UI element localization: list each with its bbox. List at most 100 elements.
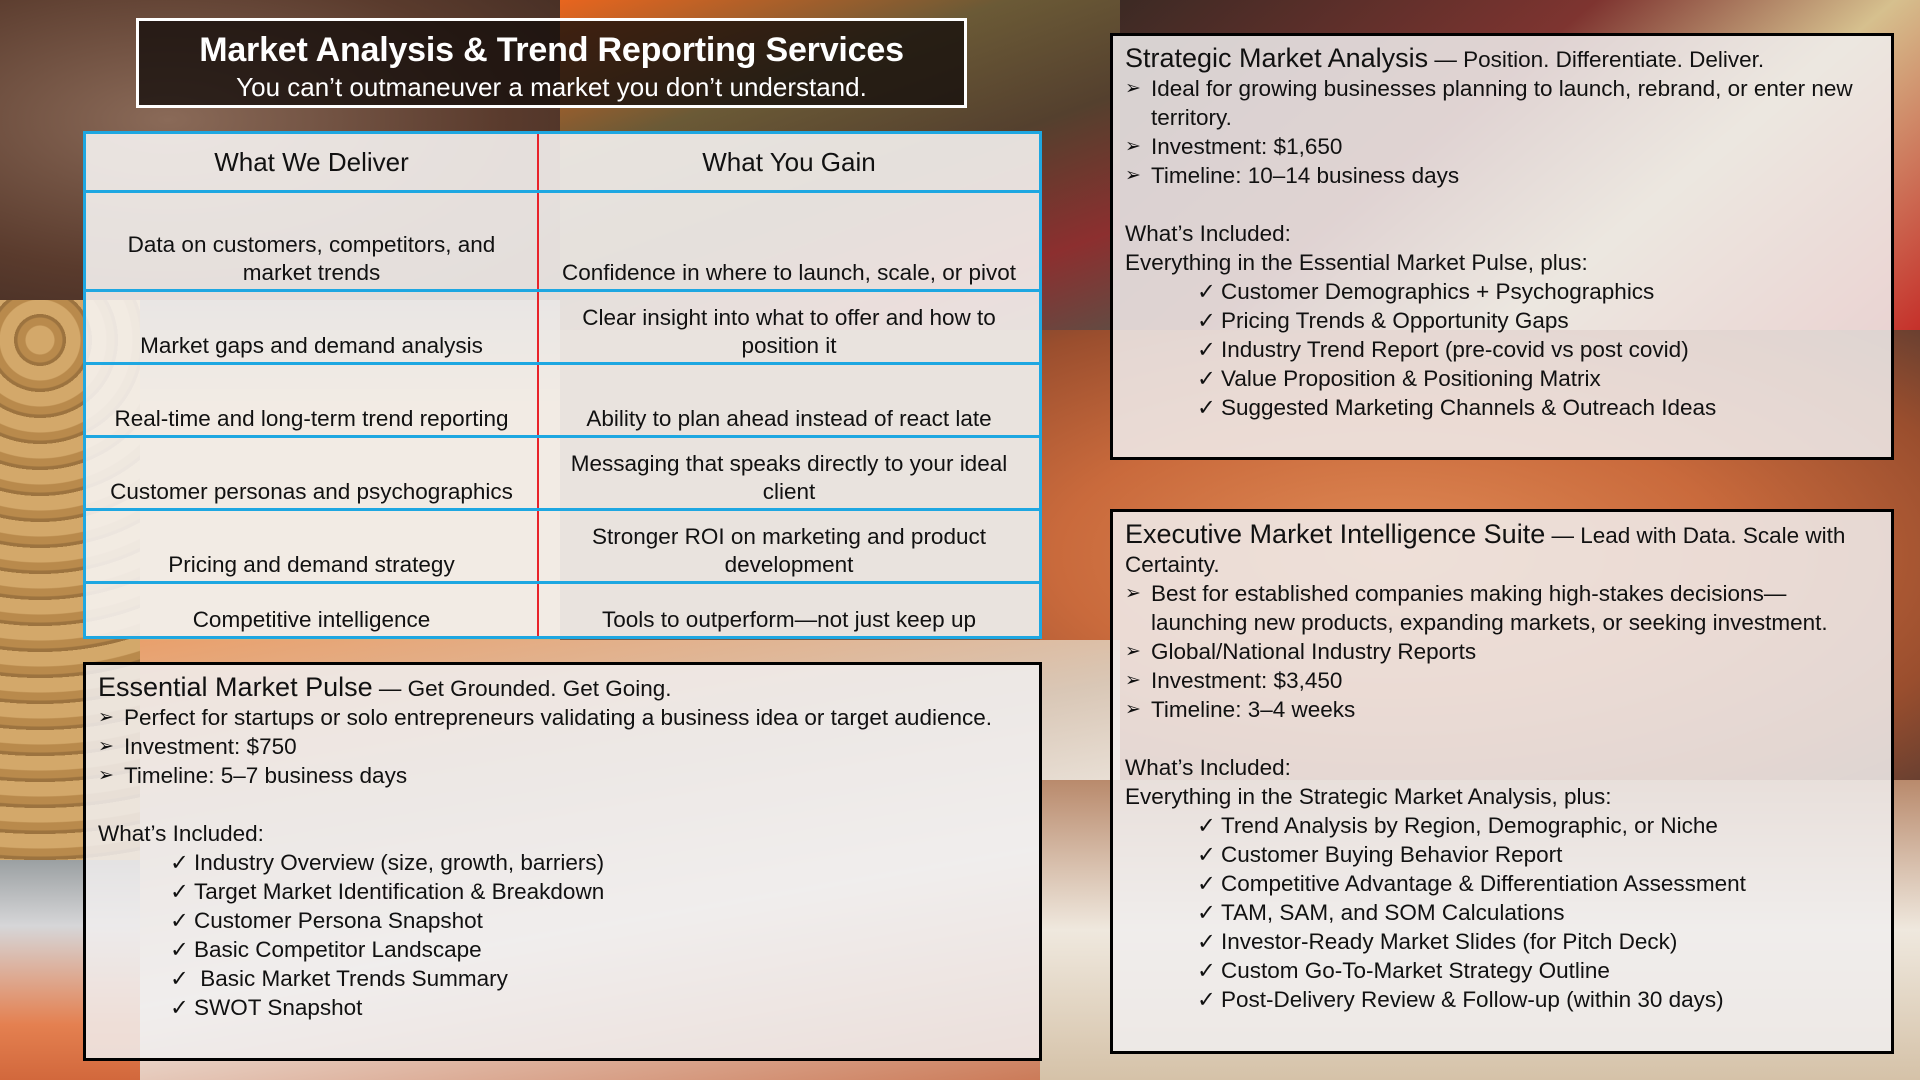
arrow-bullet-icon: ➢ <box>1125 165 1141 186</box>
check-icon: ✓ <box>170 879 189 904</box>
timeline-text: Timeline: 3–4 weeks <box>1151 697 1356 722</box>
included-item: ✓ Industry Trend Report (pre-covid vs pos… <box>1125 335 1879 364</box>
included-item: ✓ SWOT Snapshot <box>98 993 1027 1022</box>
bullet-item: ➢ Global/National Industry Reports <box>1125 637 1879 666</box>
investment-text: Investment: $750 <box>124 734 297 759</box>
page-title: Market Analysis & Trend Reporting Servic… <box>199 31 904 69</box>
included-text: Trend Analysis by Region, Demographic, o… <box>1221 813 1718 838</box>
included-item: ✓ Investor-Ready Market Slides (for Pitch… <box>1125 927 1879 956</box>
arrow-bullet-icon: ➢ <box>1125 136 1141 157</box>
timeline-text: Timeline: 5–7 business days <box>124 763 408 788</box>
included-item: ✓ Competitive Advantage & Differentiation… <box>1125 869 1879 898</box>
investment-text: Investment: $1,650 <box>1151 134 1343 159</box>
check-icon: ✓ <box>170 850 189 875</box>
included-item: ✓ Industry Overview (size, growth, barrie… <box>98 848 1027 877</box>
gain-cell: Messaging that speaks directly to your i… <box>537 435 1042 511</box>
gain-cell: Tools to outperform—not just keep up <box>537 581 1042 639</box>
spacer <box>1125 190 1879 219</box>
check-icon: ✓ <box>1197 987 1216 1012</box>
included-item: ✓ Basic Competitor Landscape <box>98 935 1027 964</box>
bullet-item: ➢ Ideal for growing businesses planning … <box>1125 74 1879 132</box>
bullet-text: Best for established companies making hi… <box>1151 581 1828 635</box>
arrow-bullet-icon: ➢ <box>1125 78 1141 99</box>
arrow-bullet-icon: ➢ <box>1125 670 1141 691</box>
package-name: Essential Market Pulse <box>98 672 373 702</box>
check-icon: ✓ <box>1197 871 1216 896</box>
gain-cell: Clear insight into what to offer and how… <box>537 289 1042 365</box>
included-item: ✓ Post-Delivery Review & Follow-up (withi… <box>1125 985 1879 1014</box>
table-row: Market gaps and demand analysis Clear in… <box>83 289 1042 365</box>
included-item: ✓ Suggested Marketing Channels & Outreach… <box>1125 393 1879 422</box>
package-heading: Strategic Market Analysis — Position. Di… <box>1125 44 1879 74</box>
bullet-item: ➢ Timeline: 5–7 business days <box>98 761 1027 790</box>
package-name: Strategic Market Analysis <box>1125 43 1429 73</box>
bullet-text: Global/National Industry Reports <box>1151 639 1477 664</box>
table-row: Customer personas and psychographics Mes… <box>83 435 1042 511</box>
included-item: ✓ Pricing Trends & Opportunity Gaps <box>1125 306 1879 335</box>
included-item: ✓ Customer Persona Snapshot <box>98 906 1027 935</box>
gain-cell: Ability to plan ahead instead of react l… <box>537 362 1042 438</box>
included-text: Basic Market Trends Summary <box>194 966 508 991</box>
included-label: What’s Included: <box>98 821 264 846</box>
bullet-text: Ideal for growing businesses planning to… <box>1151 76 1853 130</box>
included-text: Suggested Marketing Channels & Outreach … <box>1221 395 1717 420</box>
included-item: ✓ Trend Analysis by Region, Demographic, … <box>1125 811 1879 840</box>
check-icon: ✓ <box>1197 929 1216 954</box>
check-icon: ✓ <box>1197 813 1216 838</box>
included-text: Industry Overview (size, growth, barrier… <box>194 850 605 875</box>
table-row: Data on customers, competitors, and mark… <box>83 190 1042 292</box>
check-icon: ✓ <box>170 966 189 991</box>
included-text: Competitive Advantage & Differentiation … <box>1221 871 1746 896</box>
included-text: Target Market Identification & Breakdown <box>194 879 605 904</box>
bullet-item: ➢ Perfect for startups or solo entrepren… <box>98 703 1027 732</box>
spacer <box>1125 724 1879 753</box>
table-row: Real-time and long-term trend reporting … <box>83 362 1042 438</box>
included-text: Custom Go-To-Market Strategy Outline <box>1221 958 1610 983</box>
spacer <box>98 790 1027 819</box>
included-item: ✓ Customer Demographics + Psychographics <box>1125 277 1879 306</box>
check-icon: ✓ <box>1197 842 1216 867</box>
included-text: Post-Delivery Review & Follow-up (within… <box>1221 987 1724 1012</box>
arrow-bullet-icon: ➢ <box>98 765 114 786</box>
check-icon: ✓ <box>1197 337 1216 362</box>
deliver-cell: Real-time and long-term trend reporting <box>83 362 539 438</box>
bullet-item: ➢ Investment: $3,450 <box>1125 666 1879 695</box>
column-header-deliver: What We Deliver <box>83 131 539 193</box>
included-text: Pricing Trends & Opportunity Gaps <box>1221 308 1569 333</box>
bullet-text: Perfect for startups or solo entrepreneu… <box>124 705 992 730</box>
table-row: Pricing and demand strategy Stronger ROI… <box>83 508 1042 584</box>
included-item: ✓ Value Proposition & Positioning Matrix <box>1125 364 1879 393</box>
deliver-cell: Data on customers, competitors, and mark… <box>83 190 539 292</box>
bullet-item: ➢ Timeline: 3–4 weeks <box>1125 695 1879 724</box>
included-label: What’s Included: <box>1125 755 1291 780</box>
arrow-bullet-icon: ➢ <box>1125 699 1141 720</box>
deliver-cell: Competitive intelligence <box>83 581 539 639</box>
bullet-item: ➢ Timeline: 10–14 business days <box>1125 161 1879 190</box>
included-text: SWOT Snapshot <box>194 995 363 1020</box>
check-icon: ✓ <box>1197 279 1216 304</box>
arrow-bullet-icon: ➢ <box>1125 641 1141 662</box>
check-icon: ✓ <box>1197 395 1216 420</box>
package-strategic: Strategic Market Analysis — Position. Di… <box>1110 33 1894 460</box>
bullet-item: ➢ Investment: $750 <box>98 732 1027 761</box>
included-item: ✓ Target Market Identification & Breakdow… <box>98 877 1027 906</box>
check-icon: ✓ <box>1197 958 1216 983</box>
included-text: Customer Demographics + Psychographics <box>1221 279 1655 304</box>
bullet-item: ➢ Investment: $1,650 <box>1125 132 1879 161</box>
deliver-gain-table: What We Deliver What You Gain Data on cu… <box>83 131 1042 639</box>
check-icon: ✓ <box>1197 366 1216 391</box>
included-text: Value Proposition & Positioning Matrix <box>1221 366 1601 391</box>
package-tagline: — Lead with Data. Scale with Certainty. <box>1125 523 1846 577</box>
deliver-cell: Market gaps and demand analysis <box>83 289 539 365</box>
included-item: ✓ TAM, SAM, and SOM Calculations <box>1125 898 1879 927</box>
arrow-bullet-icon: ➢ <box>98 736 114 757</box>
investment-text: Investment: $3,450 <box>1151 668 1343 693</box>
gain-cell: Stronger ROI on marketing and product de… <box>537 508 1042 584</box>
deliver-cell: Customer personas and psychographics <box>83 435 539 511</box>
included-text: Industry Trend Report (pre-covid vs post… <box>1221 337 1689 362</box>
package-essential: Essential Market Pulse — Get Grounded. G… <box>83 662 1042 1061</box>
package-name: Executive Market Intelligence Suite <box>1125 519 1546 549</box>
arrow-bullet-icon: ➢ <box>98 707 114 728</box>
package-tagline: — Position. Differentiate. Deliver. <box>1428 47 1765 72</box>
check-icon: ✓ <box>170 908 189 933</box>
